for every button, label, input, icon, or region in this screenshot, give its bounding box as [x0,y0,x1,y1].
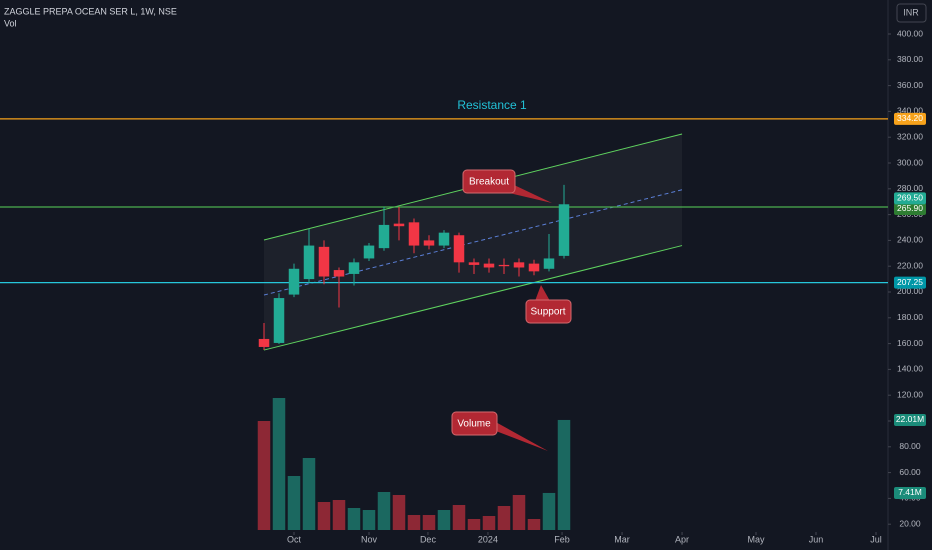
volume-bar [317,502,331,530]
volume-bar [467,519,481,530]
channel-fill [264,133,683,351]
volume-bar [497,506,511,530]
volume-bar [362,510,376,530]
currency-button[interactable] [896,3,927,23]
y-tick-label: 200.00 [897,286,923,296]
candle-body [453,235,465,263]
currency[interactable]: INR [903,7,919,17]
volume-bar [557,419,571,530]
y-tick-label: 140.00 [897,364,923,374]
volume-bar [287,476,301,530]
y-tick-label: 160.00 [897,338,923,348]
level-tag: 265.90 [897,203,923,213]
volume-bar [542,492,556,530]
volume-bar [437,510,451,530]
volume-tag: 7.41M [898,487,922,497]
x-tick-label: Feb [554,534,570,544]
y-tick-label: 360.00 [897,80,923,90]
candle-body [333,270,345,277]
volume-bar [377,492,391,530]
candle-body [408,222,420,246]
candle-body [273,298,285,343]
candle-body [558,204,570,256]
breakout-box [462,169,516,194]
volume-arrow [488,420,548,451]
candle-body [513,262,525,268]
support-arrow [535,285,550,301]
y-tick-label: 320.00 [897,131,923,141]
x-tick-label: Jul [870,534,882,544]
volume-tag: 22.01M [896,414,924,424]
candle-body [258,338,270,347]
last-price-tag: 269.50 [897,193,923,203]
level-tag-bg [894,202,926,215]
chart-title: ZAGGLE PREPA OCEAN SER L, 1W, NSE [4,6,177,16]
candle-body [543,258,555,269]
candle-body [303,245,315,280]
candle-body [348,262,360,274]
volume-bar [527,519,541,530]
x-tick-label: May [747,534,765,544]
volume-bar [257,421,271,530]
x-tick-label: Jun [809,534,824,544]
volume-label: Vol [4,18,17,28]
level-tag-bg [894,276,926,289]
candle-body [318,246,330,277]
y-tick-label: 340.00 [897,106,923,116]
resistance-label: Resistance 1 [457,98,527,112]
y-tick-label: 60.00 [899,467,921,477]
candle-body [498,264,510,267]
x-tick-label: 2024 [478,534,498,544]
x-tick-label: Apr [675,534,689,544]
candle-body [288,268,300,295]
level-tag: 207.25 [897,277,923,287]
volume-bar [392,495,406,530]
last-price-tag-bg [894,192,926,205]
volume-bar [407,515,421,530]
x-tick-label: Mar [614,534,630,544]
volume-bar [452,505,466,530]
level-tag: 334.20 [897,113,923,123]
x-tick-label: Oct [287,534,302,544]
level-tag-bg [894,112,926,125]
candle-body [378,224,390,249]
y-tick-label: 380.00 [897,54,923,64]
candle-body [528,263,540,272]
candle-body [468,262,480,265]
volume-box [451,411,498,436]
y-tick-label: 220.00 [897,260,923,270]
y-tick-label: 280.00 [897,183,923,193]
volume-bar [272,398,286,530]
y-tick-label: 300.00 [897,157,923,167]
breakout-arrow [505,184,552,203]
y-tick-label: 80.00 [899,441,921,451]
volume-bar [482,516,496,530]
candle-body [363,245,375,259]
candle-body [438,232,450,246]
support-label: Support [530,307,565,318]
candle-body [423,240,435,246]
support-box [525,299,572,324]
y-tick-label: 400.00 [897,28,923,38]
volume-bar [347,508,361,530]
y-tick-label: 180.00 [897,312,923,322]
y-tick-label: 240.00 [897,235,923,245]
volume-bar [332,500,346,530]
y-tick-label: 20.00 [899,518,921,528]
volume-bar [512,495,526,530]
volume-tag-bg [894,486,926,499]
breakout-label: Breakout [469,177,509,188]
y-tick-label: 120.00 [897,389,923,399]
x-tick-label: Nov [361,534,378,544]
channel-lower [263,245,683,351]
volume-callout: Volume [457,419,491,430]
x-tick-label: Dec [420,534,437,544]
volume-tag-bg [894,413,926,426]
volume-bar [422,515,436,530]
volume-bar [302,458,316,530]
candle-body [483,263,495,268]
candle-body [393,223,405,227]
